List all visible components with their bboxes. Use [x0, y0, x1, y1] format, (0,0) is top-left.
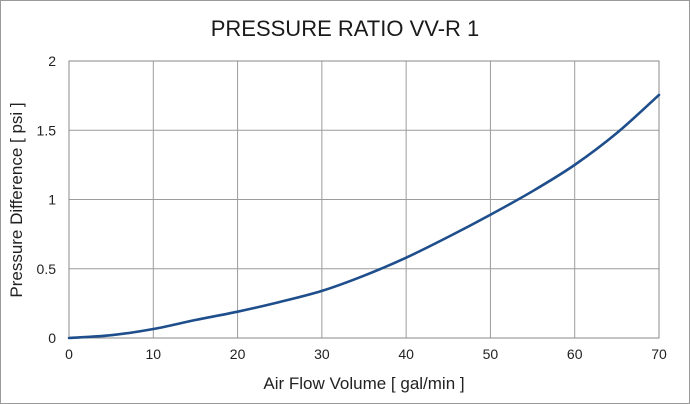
x-axis-label: Air Flow Volume [ gal/min ] — [263, 374, 464, 393]
y-axis-label: Pressure Difference [ psi ] — [7, 102, 26, 297]
series-line — [67, 93, 661, 340]
y-tick-label: 1 — [48, 192, 56, 208]
grid — [68, 60, 660, 339]
x-tick-label: 10 — [145, 346, 161, 362]
x-tick-label: 20 — [230, 346, 246, 362]
series-layer — [67, 93, 661, 340]
y-tick-label: 0 — [48, 330, 56, 346]
x-tick-label: 30 — [314, 346, 330, 362]
x-tick-label: 50 — [483, 346, 499, 362]
tick-labels: 0 10 20 30 40 50 60 70 0 0.5 1 1.5 2 — [37, 53, 667, 362]
x-tick-label: 60 — [567, 346, 583, 362]
chart-title: PRESSURE RATIO VV-R 1 — [211, 16, 480, 41]
y-tick-label: 2 — [48, 53, 56, 69]
plot-area-border — [68, 60, 660, 339]
x-tick-label: 0 — [65, 346, 73, 362]
y-tick-label: 0.5 — [37, 261, 57, 277]
x-tick-label: 40 — [398, 346, 414, 362]
x-tick-label: 70 — [651, 346, 667, 362]
y-tick-label: 1.5 — [37, 122, 57, 138]
